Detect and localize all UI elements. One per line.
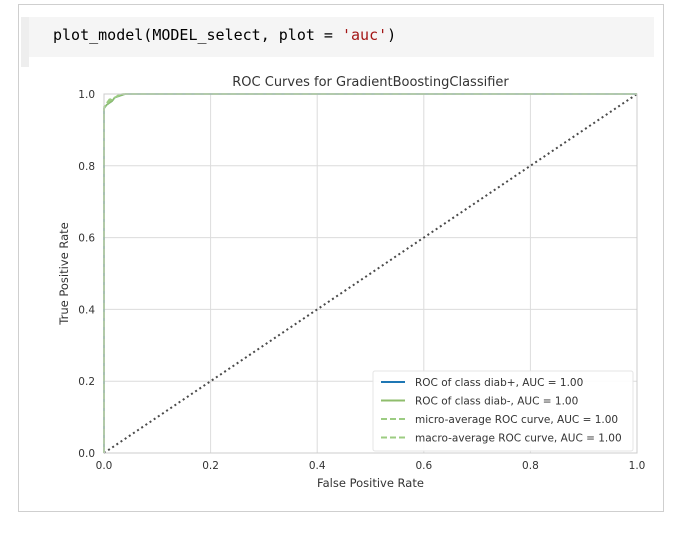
axes-border [103, 93, 638, 454]
y-tick-label: 0.2 [78, 376, 95, 388]
legend-entry: macro-average ROC curve, AUC = 1.00 [415, 433, 622, 445]
y-tick-label: 0.0 [78, 448, 95, 460]
x-axis-label: False Positive Rate [317, 476, 424, 490]
legend-entry: ROC of class diab-, AUC = 1.00 [415, 396, 578, 408]
x-tick-label: 0.0 [96, 460, 113, 472]
code-string-arg: 'auc' [341, 26, 388, 44]
x-tick-label: 0.2 [202, 460, 219, 472]
axes-frame [103, 93, 638, 454]
chart-title: ROC Curves for GradientBoostingClassifie… [232, 75, 509, 90]
legend-entry: micro-average ROC curve, AUC = 1.00 [415, 414, 618, 426]
code-line: plot_model(MODEL_select, plot = 'auc') [53, 26, 396, 44]
code-cell[interactable]: plot_model(MODEL_select, plot = 'auc') [29, 17, 654, 57]
x-tick-label: 1.0 [629, 460, 646, 472]
y-tick-label: 1.0 [78, 89, 95, 101]
x-tick-label: 0.6 [415, 460, 432, 472]
legend: ROC of class diab+, AUC = 1.00 ROC of cla… [372, 370, 634, 452]
legend-box [372, 370, 634, 452]
code-close-paren: ) [387, 26, 397, 44]
code-function-call: plot_model(MODEL_select, plot = [53, 26, 342, 44]
chance-diagonal-line [103, 93, 638, 454]
x-tick-label: 0.4 [309, 460, 326, 472]
y-tick-label: 0.4 [78, 304, 95, 316]
y-tick-label: 0.8 [78, 161, 95, 173]
y-tick-label: 0.6 [78, 233, 95, 245]
axis-ticks: 0.0 0.2 0.4 0.6 0.8 1.0 0.0 0.2 0.4 0.6 0.8 1.0 [78, 89, 645, 472]
legend-entry: ROC of class diab+, AUC = 1.00 [415, 377, 583, 389]
y-axis-label: True Positive Rate [57, 222, 71, 325]
code-cell-gutter [21, 17, 29, 67]
x-tick-label: 0.8 [522, 460, 539, 472]
